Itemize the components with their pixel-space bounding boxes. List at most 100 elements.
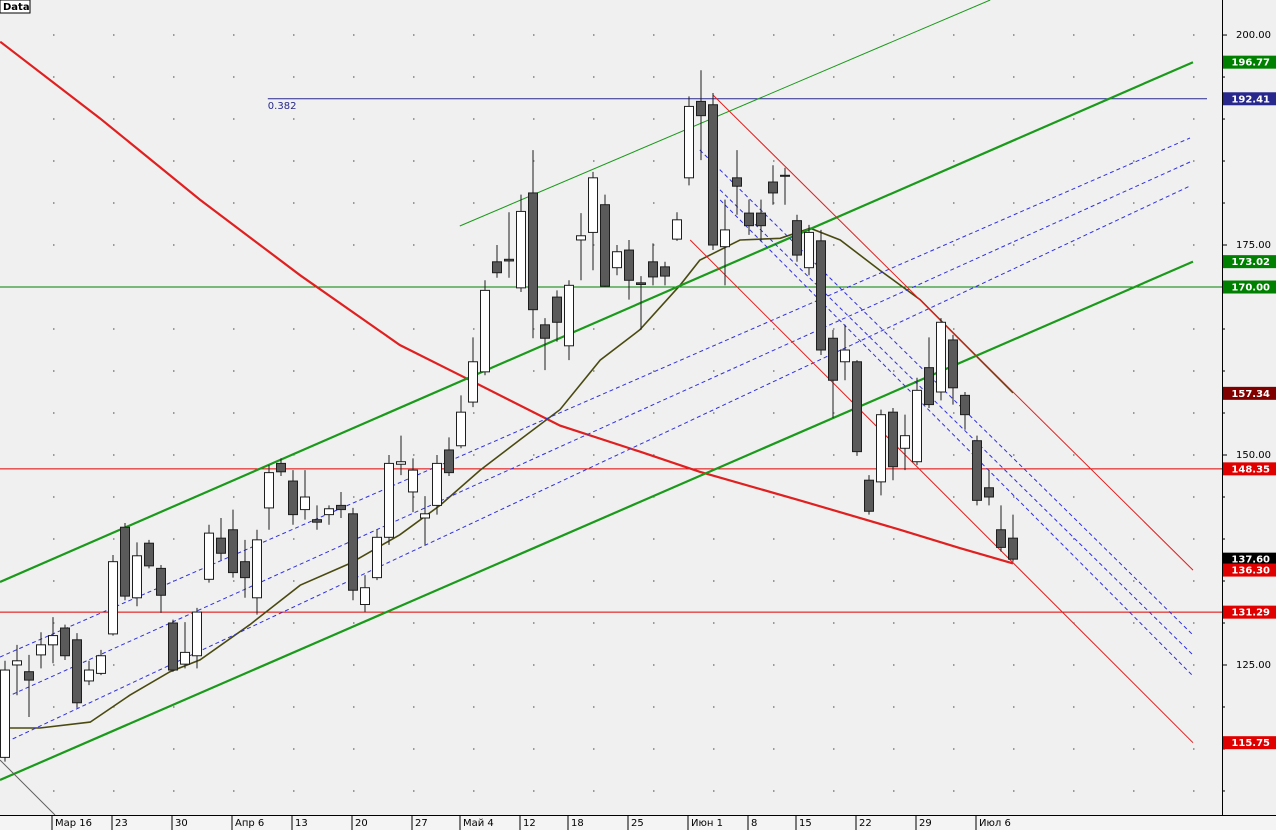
overlay-line xyxy=(712,94,1194,571)
candle-body xyxy=(168,622,178,671)
x-tick-label: 23 xyxy=(115,818,128,829)
candle-body xyxy=(516,210,526,289)
price-label-box xyxy=(1223,736,1276,750)
x-tick-label: 20 xyxy=(355,818,368,829)
y-tick-label: 125.00 xyxy=(1236,660,1271,671)
candle-body xyxy=(468,361,478,403)
price-label: 131.29 xyxy=(1231,608,1270,619)
candle-body xyxy=(576,235,586,241)
x-tick-label: 27 xyxy=(415,818,428,829)
x-axis-strip xyxy=(0,815,1276,830)
candle-body xyxy=(888,411,898,468)
candle-body xyxy=(408,469,418,493)
candle-body xyxy=(816,240,826,351)
candle-body xyxy=(132,555,142,599)
x-tick-label: Апр 6 xyxy=(235,818,264,829)
x-tick-label: 13 xyxy=(295,818,308,829)
candle-body xyxy=(36,644,46,656)
overlay-line xyxy=(459,0,991,227)
candle-body xyxy=(588,177,598,233)
x-tick-label: Июн 1 xyxy=(691,818,723,829)
price-label: 115.75 xyxy=(1231,738,1270,749)
price-label: 137.60 xyxy=(1231,555,1270,566)
overlay-line xyxy=(0,161,1191,701)
price-label-box xyxy=(1223,462,1276,476)
price-label-box xyxy=(1223,563,1276,577)
candle-body xyxy=(972,440,982,501)
x-tick-label: 8 xyxy=(751,818,757,829)
candle-body xyxy=(84,669,94,682)
candle-body xyxy=(12,660,22,666)
overlay-line xyxy=(689,239,1194,744)
price-label: 192.41 xyxy=(1231,94,1270,105)
candle-body xyxy=(444,449,454,474)
candle-body xyxy=(732,177,742,187)
candle-body xyxy=(456,411,466,447)
x-tick-label: 25 xyxy=(631,818,644,829)
candle-body xyxy=(72,639,82,704)
candle-body xyxy=(624,249,634,281)
candle-body xyxy=(96,655,106,674)
overlay-line xyxy=(0,61,1194,584)
candle-body xyxy=(276,462,286,473)
candle-body xyxy=(372,536,382,579)
price-label: 136.30 xyxy=(1231,566,1270,577)
title-box xyxy=(0,0,31,14)
candle-body xyxy=(504,258,514,262)
candle-body xyxy=(360,587,370,606)
candle-body xyxy=(252,539,262,599)
x-tick-label: 29 xyxy=(919,818,932,829)
candle-body xyxy=(996,529,1006,548)
price-label-box xyxy=(1223,92,1276,106)
candle-body xyxy=(564,284,574,347)
candle-body xyxy=(924,367,934,406)
price-label-box xyxy=(1223,605,1276,619)
candle-body xyxy=(768,181,778,194)
overlay-line xyxy=(0,40,1014,565)
candle-body xyxy=(780,174,790,177)
overlay-line xyxy=(0,759,56,815)
candle-body xyxy=(648,261,658,278)
candle-body xyxy=(708,104,718,246)
overlay-line xyxy=(699,149,1194,636)
candle-body xyxy=(120,526,130,597)
level-label: 0.382 xyxy=(268,101,297,112)
price-label: 170.00 xyxy=(1231,283,1270,294)
candle-body xyxy=(432,462,442,506)
candle-body xyxy=(312,519,322,523)
price-label: 196.77 xyxy=(1231,58,1270,69)
price-label: 173.02 xyxy=(1231,257,1270,268)
candle-body xyxy=(720,229,730,248)
x-tick-label: 30 xyxy=(175,818,188,829)
candle-body xyxy=(60,627,70,657)
candle-body xyxy=(828,337,838,381)
candle-body xyxy=(300,496,310,511)
price-label-box xyxy=(1223,55,1276,69)
price-label: 157.34 xyxy=(1231,389,1270,400)
price-label-box xyxy=(1223,255,1276,269)
candle-body xyxy=(960,394,970,416)
candle-body xyxy=(900,435,910,449)
candle-body xyxy=(144,542,154,567)
candle-body xyxy=(984,487,994,498)
candle-body xyxy=(864,479,874,512)
chart-title: Data xyxy=(3,2,30,13)
price-label: 148.35 xyxy=(1231,464,1270,475)
x-tick-label: Июл 6 xyxy=(979,818,1011,829)
candle-body xyxy=(0,669,10,758)
candle-body xyxy=(636,282,646,285)
candle-body xyxy=(540,324,550,339)
overlay-line xyxy=(0,260,1194,782)
candle-body xyxy=(660,266,670,277)
price-label-box xyxy=(1223,280,1276,294)
candle-body xyxy=(48,635,58,646)
candle-body xyxy=(324,508,334,516)
candle-body xyxy=(156,567,166,596)
candle-body xyxy=(912,389,922,463)
overlay-line xyxy=(0,137,1191,658)
x-tick-label: 15 xyxy=(799,818,812,829)
axes: 125.00 150.00 175.00 200.00 Мар 16 23 30 Апр 6 1… xyxy=(51,30,1276,830)
candle-body xyxy=(684,105,694,179)
candle-body xyxy=(840,349,850,363)
